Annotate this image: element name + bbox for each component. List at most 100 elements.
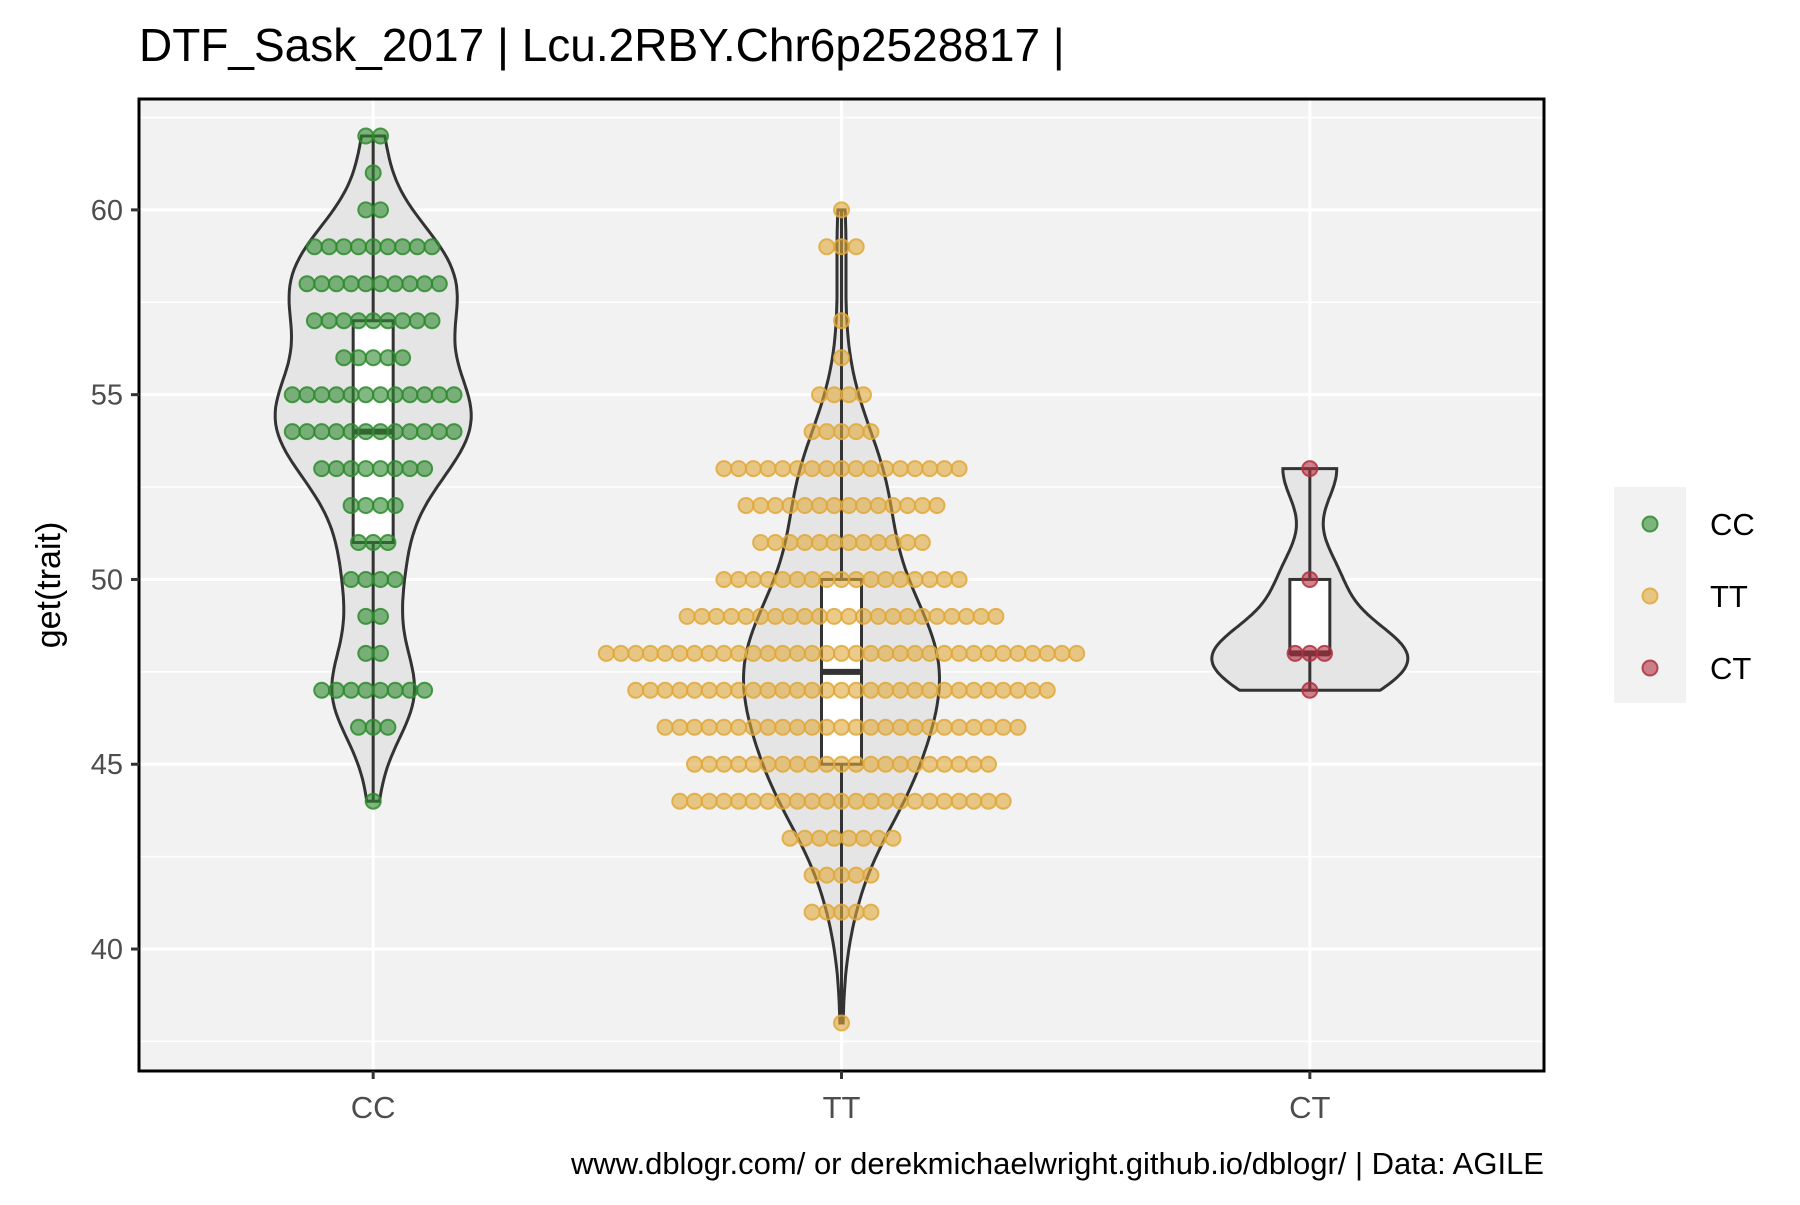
data-point-CC	[372, 127, 389, 145]
data-point-TT	[869, 607, 887, 625]
data-point-TT	[715, 681, 733, 699]
data-point-TT	[693, 607, 711, 625]
data-point-TT	[803, 423, 821, 441]
data-point-CC	[357, 127, 375, 145]
x-tick-label: CT	[1289, 1090, 1330, 1125]
data-point-CC	[313, 275, 331, 293]
data-point-CC	[357, 607, 375, 625]
data-point-CC	[379, 534, 397, 551]
data-point-TT	[921, 460, 939, 478]
data-point-TT	[833, 1014, 850, 1032]
data-point-TT	[921, 755, 939, 773]
data-points	[283, 127, 1333, 1032]
data-point-TT	[847, 238, 865, 256]
data-point-TT	[788, 681, 806, 699]
data-point-TT	[730, 718, 748, 736]
legend-key-TT	[1641, 587, 1659, 605]
data-point-TT	[869, 829, 887, 847]
data-point-TT	[708, 607, 725, 625]
data-point-CC	[327, 423, 345, 441]
data-point-CC	[401, 681, 419, 699]
data-point-TT	[877, 718, 895, 736]
data-point-TT	[671, 681, 689, 699]
data-point-CC	[416, 423, 434, 441]
data-point-CC	[364, 238, 382, 256]
data-point-TT	[671, 718, 689, 736]
data-point-TT	[928, 607, 946, 625]
data-point-CC	[372, 201, 389, 219]
data-point-TT	[700, 792, 718, 810]
data-point-CC	[357, 460, 375, 478]
data-point-TT	[950, 571, 968, 588]
data-point-CC	[386, 423, 404, 441]
data-point-TT	[833, 571, 850, 588]
data-point-TT	[965, 644, 983, 662]
data-point-TT	[730, 681, 748, 699]
data-point-TT	[774, 644, 792, 662]
chart-title: DTF_Sask_2017 | Lcu.2RBY.Chr6p2528817 |	[139, 19, 1065, 71]
data-point-TT	[987, 607, 1005, 625]
data-point-TT	[730, 792, 748, 810]
data-point-TT	[891, 718, 909, 736]
data-point-CC	[313, 681, 331, 699]
data-point-TT	[847, 866, 865, 884]
data-point-TT	[759, 681, 777, 699]
data-point-TT	[869, 534, 887, 551]
data-point-TT	[906, 571, 924, 588]
data-point-TT	[1024, 644, 1042, 662]
data-point-TT	[1009, 718, 1027, 736]
data-point-CC	[372, 423, 389, 441]
data-point-CC	[327, 275, 345, 293]
data-point-TT	[627, 681, 645, 699]
data-point-TT	[980, 681, 997, 699]
data-point-CC	[372, 386, 389, 404]
data-point-TT	[833, 644, 850, 662]
data-point-TT	[847, 718, 865, 736]
box-CT	[1288, 577, 1332, 655]
data-point-TT	[833, 866, 850, 884]
data-point-CC	[372, 497, 389, 514]
data-point-TT	[906, 460, 924, 478]
data-point-TT	[811, 607, 828, 625]
data-point-TT	[884, 607, 902, 625]
data-point-TT	[803, 681, 821, 699]
data-point-TT	[818, 718, 836, 736]
data-point-CC	[401, 460, 419, 478]
data-point-TT	[774, 755, 792, 773]
x-tick-label: CC	[351, 1090, 396, 1125]
data-point-TT	[884, 497, 902, 514]
data-point-TT	[935, 460, 953, 478]
data-point-TT	[833, 349, 850, 367]
data-point-CC	[283, 423, 301, 441]
data-point-TT	[855, 497, 872, 514]
data-point-TT	[935, 755, 953, 773]
data-point-TT	[921, 571, 939, 588]
data-point-TT	[803, 460, 821, 478]
data-point-CC	[342, 275, 360, 293]
data-point-CC	[386, 681, 404, 699]
data-point-CC	[416, 460, 434, 478]
data-point-TT	[818, 903, 836, 921]
data-point-TT	[788, 718, 806, 736]
legend-key-CC	[1641, 515, 1659, 533]
data-point-TT	[847, 903, 865, 921]
data-point-TT	[811, 534, 828, 551]
data-point-TT	[891, 644, 909, 662]
data-point-TT	[715, 755, 733, 773]
data-point-CC	[320, 238, 338, 256]
data-point-TT	[752, 534, 770, 551]
data-point-CC	[423, 312, 441, 330]
data-point-TT	[847, 681, 865, 699]
data-point-TT	[1009, 681, 1027, 699]
data-point-TT	[862, 718, 880, 736]
data-point-CC	[357, 423, 375, 441]
data-point-TT	[884, 829, 902, 847]
data-point-TT	[994, 792, 1012, 810]
data-point-CC	[320, 312, 338, 330]
data-point-TT	[759, 460, 777, 478]
data-point-CC	[408, 312, 426, 330]
data-point-TT	[686, 755, 703, 773]
data-point-TT	[774, 718, 792, 736]
data-point-CC	[364, 164, 382, 182]
